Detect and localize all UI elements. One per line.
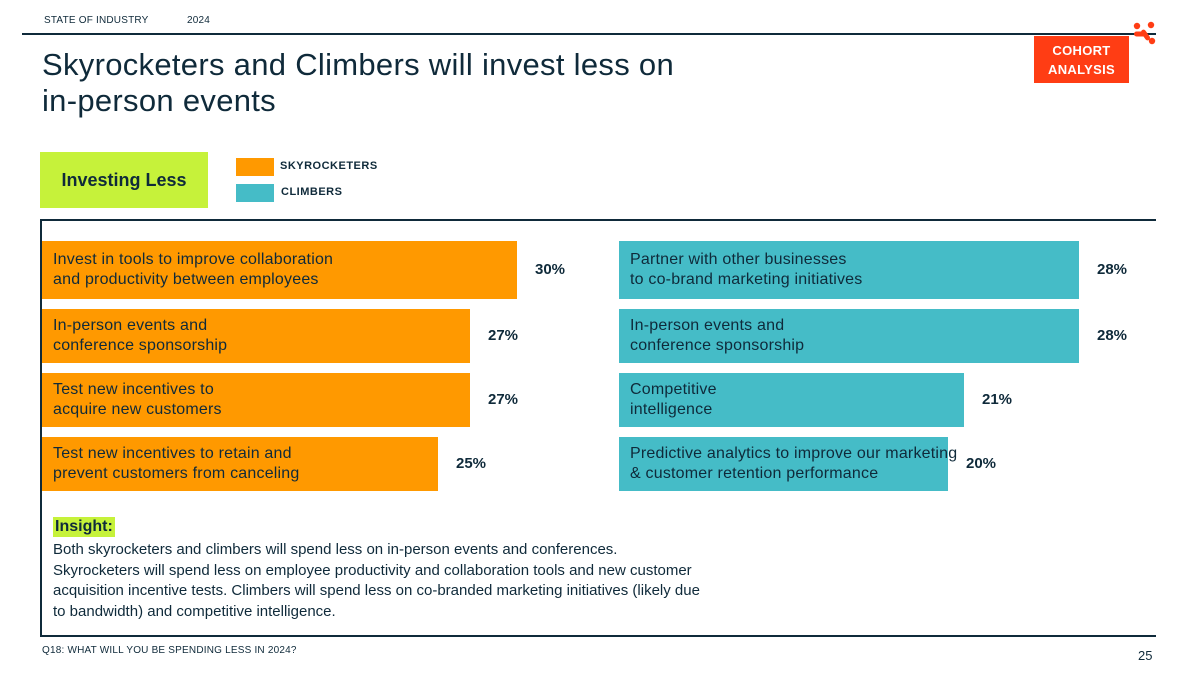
bar-value-skyrocketers-1: 30% bbox=[535, 261, 566, 278]
legend-swatch-climbers bbox=[236, 184, 274, 202]
bar-skyrocketers-2 bbox=[42, 309, 470, 363]
bar-label-climbers-2: In-person events and conference sponsors… bbox=[630, 317, 805, 354]
cohort-analysis-label: COHORT ANALYSIS bbox=[1048, 42, 1115, 77]
brand-logo-icon bbox=[1133, 21, 1156, 45]
bar-climbers-3 bbox=[619, 373, 964, 427]
bar-skyrocketers-4 bbox=[42, 437, 438, 491]
bar-label-skyrocketers-2: In-person events and conference sponsors… bbox=[53, 317, 228, 354]
bar-label-skyrocketers-4: Test new incentives to retain and preven… bbox=[53, 445, 300, 482]
header-divider bbox=[22, 33, 1156, 35]
bar-value-climbers-1: 28% bbox=[1097, 261, 1128, 278]
survey-question: Q18: WHAT WILL YOU BE SPENDING LESS IN 2… bbox=[42, 645, 297, 656]
bar-skyrocketers-1 bbox=[42, 241, 517, 299]
bar-value-climbers-4: 20% bbox=[966, 455, 997, 472]
bar-climbers-4 bbox=[619, 437, 948, 491]
insight-text: Both skyrocketers and climbers will spen… bbox=[53, 541, 700, 620]
bar-climbers-1 bbox=[619, 241, 1079, 299]
chart-frame-left bbox=[40, 219, 42, 637]
page-number: 25 bbox=[1138, 648, 1153, 663]
bar-climbers-2 bbox=[619, 309, 1079, 363]
chart-frame-bottom bbox=[40, 635, 1156, 637]
chart-frame-top bbox=[40, 219, 1156, 221]
bar-value-climbers-2: 28% bbox=[1097, 327, 1128, 344]
insight-label: Insight: bbox=[53, 517, 115, 537]
bar-label-climbers-1: Partner with other businesses to co-bran… bbox=[630, 251, 863, 288]
bar-label-climbers-3: Competitive intelligence bbox=[630, 381, 717, 418]
legend-swatch-skyrocketers bbox=[236, 158, 274, 176]
bar-label-skyrocketers-3: Test new incentives to acquire new custo… bbox=[53, 381, 222, 418]
cohort-analysis-badge: COHORT ANALYSIS bbox=[1034, 36, 1129, 83]
bar-skyrocketers-3 bbox=[42, 373, 470, 427]
legend-label-skyrocketers: SKYROCKETERS bbox=[280, 160, 378, 172]
bar-value-climbers-3: 21% bbox=[982, 391, 1013, 408]
bar-label-skyrocketers-1: Invest in tools to improve collaboration… bbox=[53, 251, 334, 288]
bar-value-skyrocketers-2: 27% bbox=[488, 327, 519, 344]
section-label: STATE OF INDUSTRY bbox=[44, 15, 149, 26]
bar-value-skyrocketers-4: 25% bbox=[456, 455, 487, 472]
bar-label-climbers-4: Predictive analytics to improve our mark… bbox=[630, 445, 958, 482]
year-label: 2024 bbox=[187, 15, 211, 26]
category-label: Investing Less bbox=[40, 152, 208, 208]
page-title: Skyrocketers and Climbers will invest le… bbox=[42, 47, 674, 118]
legend-label-climbers: CLIMBERS bbox=[281, 186, 343, 198]
bar-value-skyrocketers-3: 27% bbox=[488, 391, 519, 408]
